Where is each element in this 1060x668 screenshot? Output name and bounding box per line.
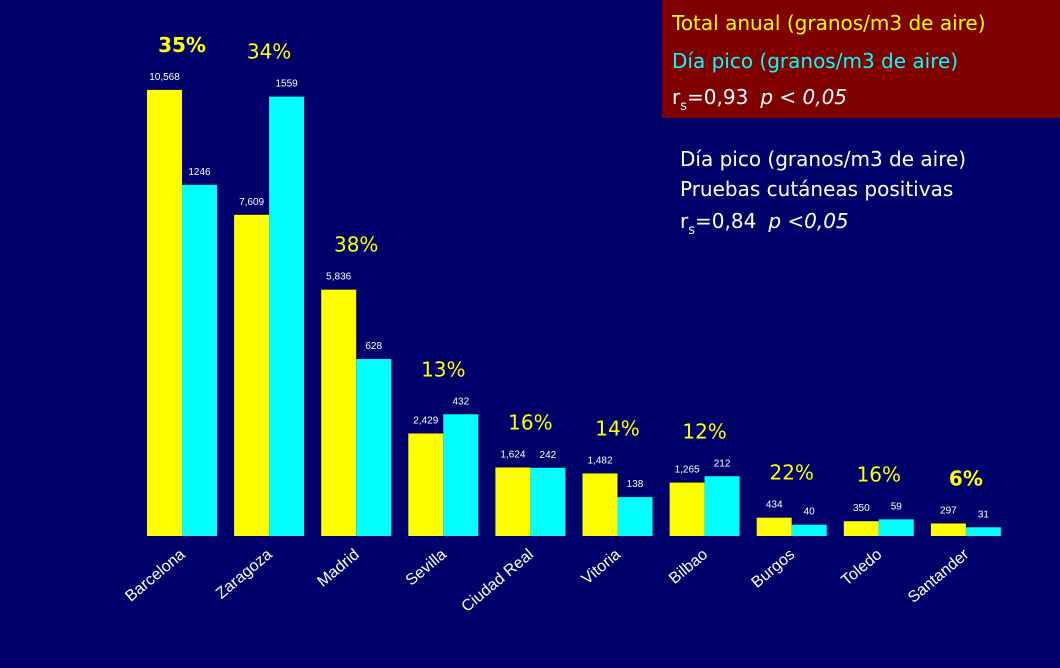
percent-label: 35% <box>158 33 206 57</box>
stat-value: =0,93 <box>687 85 748 109</box>
value-label: 10,568 <box>149 72 180 83</box>
value-label: 1,265 <box>675 465 700 476</box>
percent-label: 6% <box>949 466 983 490</box>
bar <box>321 289 357 536</box>
percent-label: 22% <box>769 461 813 485</box>
percent-label: 13% <box>421 357 465 381</box>
legend-entry: Total anual (granos/m3 de aire) <box>671 11 986 35</box>
value-label: 1,482 <box>587 455 612 466</box>
bar <box>669 482 705 536</box>
value-label: 1,624 <box>500 449 525 460</box>
bar <box>582 473 618 536</box>
value-label: 242 <box>540 450 557 461</box>
bar <box>356 359 392 536</box>
legend-box <box>662 0 1060 118</box>
stat-p: p < 0,05 <box>759 85 847 109</box>
stat-title: Pruebas cutáneas positivas <box>680 177 953 201</box>
bar <box>704 476 740 536</box>
percent-label: 38% <box>334 233 378 257</box>
bar <box>234 214 270 536</box>
bar <box>408 433 444 536</box>
value-label: 212 <box>714 458 731 469</box>
bar <box>182 184 217 536</box>
value-label: 31 <box>978 509 990 520</box>
value-label: 7,609 <box>239 197 264 208</box>
percent-label: 16% <box>508 410 552 434</box>
percent-label: 16% <box>857 462 901 486</box>
stat-value: =0,84 <box>695 209 756 233</box>
percent-label: 34% <box>247 40 291 64</box>
percent-label: 12% <box>682 419 726 443</box>
stat-r: r <box>680 209 689 233</box>
stat-title: Día pico (granos/m3 de aire) <box>680 147 966 171</box>
bar <box>530 467 566 536</box>
value-label: 40 <box>804 507 816 518</box>
value-label: 2,429 <box>413 415 438 426</box>
percent-label: 14% <box>595 416 639 440</box>
value-label: 59 <box>891 501 903 512</box>
bar <box>756 517 792 536</box>
stat-sub: s <box>688 223 695 238</box>
bar <box>843 521 879 536</box>
bar <box>617 497 653 536</box>
value-label: 350 <box>853 503 870 514</box>
value-label: 5,836 <box>326 272 351 283</box>
value-label: 1246 <box>188 167 211 178</box>
legend-entry: Día pico (granos/m3 de aire) <box>672 49 958 73</box>
stat-line: rs=0,84 p <0,05 <box>680 209 849 238</box>
bar <box>791 524 827 536</box>
stat-r: r <box>672 85 681 109</box>
stat-p: p <0,05 <box>767 209 848 233</box>
bar <box>147 89 182 536</box>
bar <box>269 96 305 537</box>
bar <box>965 527 1001 536</box>
value-label: 432 <box>452 396 469 407</box>
stat-line: rs=0,93 p < 0,05 <box>672 85 847 114</box>
value-label: 1559 <box>275 79 298 90</box>
stat-sub: s <box>680 99 687 114</box>
value-label: 628 <box>365 341 382 352</box>
value-label: 434 <box>766 500 783 511</box>
value-label: 138 <box>627 479 644 490</box>
value-label: 297 <box>940 505 957 516</box>
bar <box>495 467 531 536</box>
bar <box>878 519 914 536</box>
bar <box>930 523 966 536</box>
bar <box>443 414 479 536</box>
